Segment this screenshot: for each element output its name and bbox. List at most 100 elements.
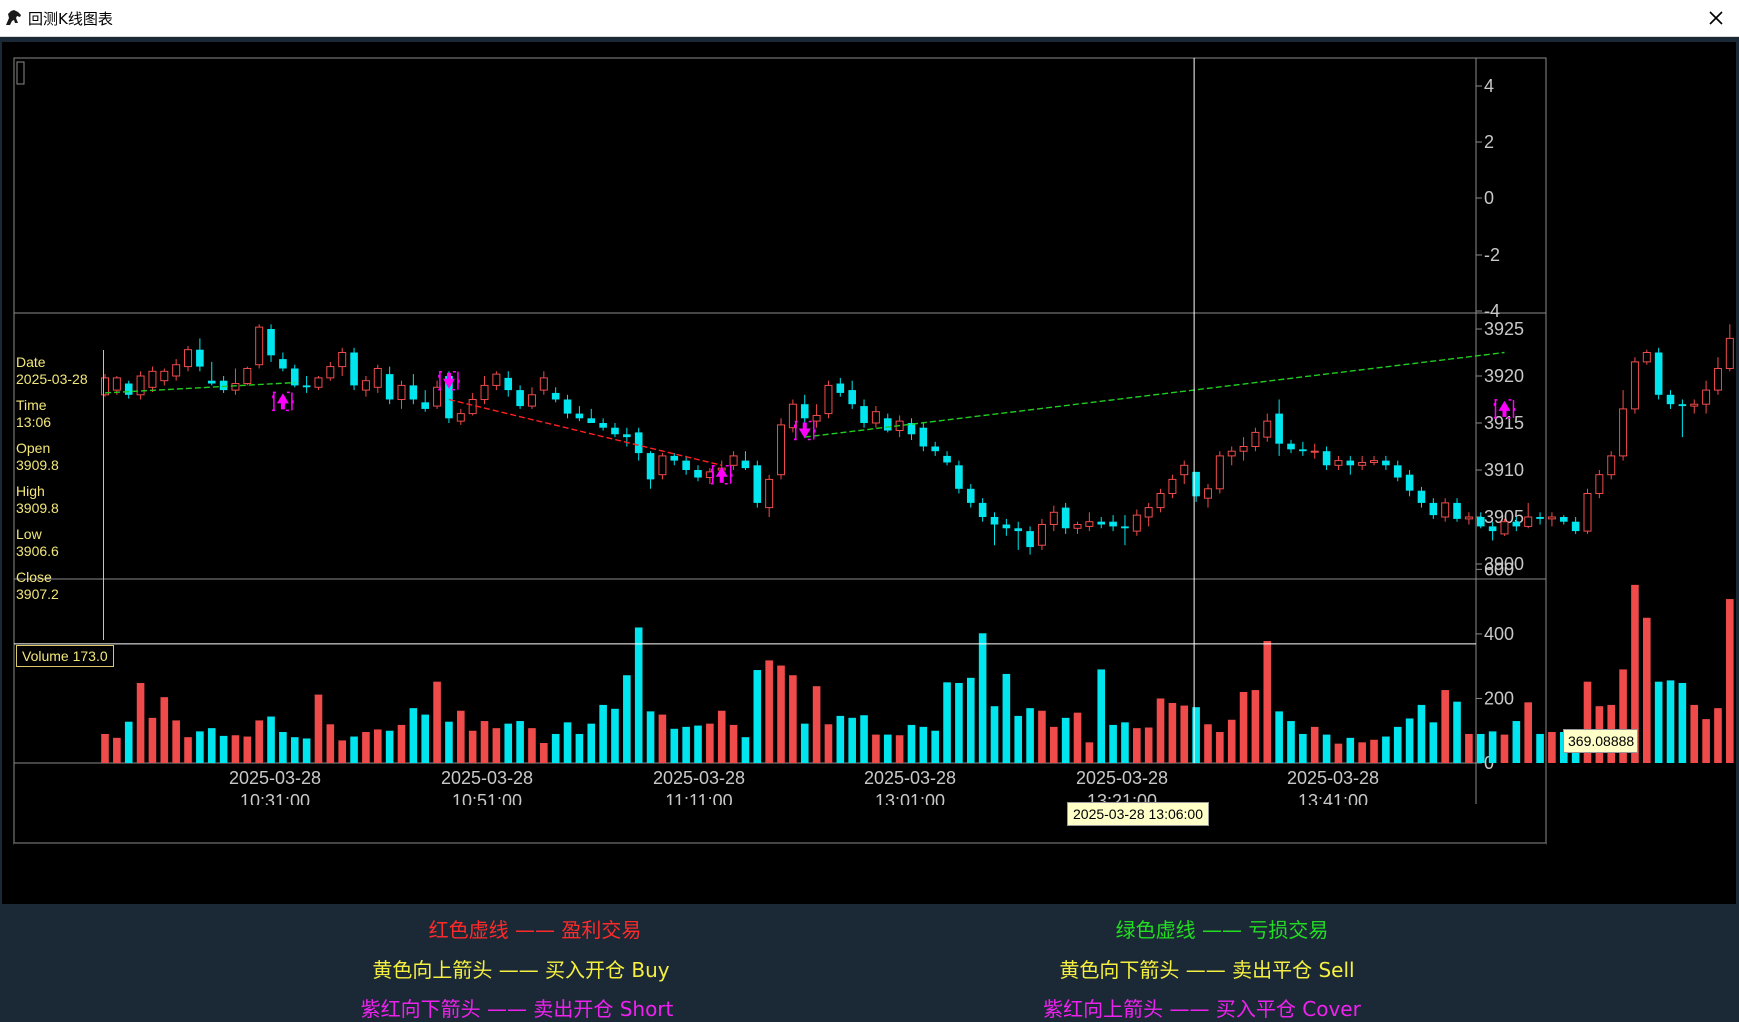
volume-bar xyxy=(196,731,204,763)
candle-body xyxy=(302,385,311,388)
candle-body xyxy=(1026,531,1034,548)
candle xyxy=(1263,413,1272,442)
loss-trade-line xyxy=(104,381,295,394)
candle-body xyxy=(124,383,133,395)
candle-body xyxy=(255,326,264,366)
close-button[interactable] xyxy=(1693,0,1739,36)
candle-body xyxy=(1346,460,1355,466)
candle-body xyxy=(658,455,667,476)
time-label: Time xyxy=(16,397,47,413)
candle-body xyxy=(1488,526,1497,532)
candle xyxy=(172,359,181,381)
candle-body xyxy=(160,370,169,382)
candle xyxy=(575,406,584,422)
candle xyxy=(1619,390,1628,461)
candle xyxy=(1358,455,1367,470)
date-label: Date xyxy=(16,354,46,370)
volume-bar xyxy=(990,706,999,763)
volume-bar xyxy=(883,734,892,763)
volume-bar xyxy=(504,723,513,763)
candle xyxy=(350,347,358,391)
candle-body xyxy=(1275,413,1283,444)
volume-bar xyxy=(943,682,951,763)
volume-bar xyxy=(160,697,169,763)
candle-body xyxy=(1061,507,1070,529)
candle xyxy=(1109,515,1117,532)
volume-bar xyxy=(421,714,430,763)
volume-bar xyxy=(1702,719,1710,763)
volume-bar xyxy=(753,670,762,763)
candle xyxy=(1583,488,1592,534)
volume-bar xyxy=(1488,731,1497,763)
candle xyxy=(836,377,845,397)
volume-bar xyxy=(1393,726,1402,763)
volume-bar xyxy=(1263,641,1272,763)
volume-bar xyxy=(172,720,180,763)
candle xyxy=(1346,455,1355,475)
candle xyxy=(338,347,347,376)
marker-bracket xyxy=(438,370,460,391)
candle-body xyxy=(741,460,750,469)
candle-body xyxy=(1382,460,1390,466)
candle xyxy=(1512,517,1521,532)
candle-body xyxy=(955,465,963,489)
high-label: High xyxy=(16,483,45,499)
price-axis-tick-label: 3900 xyxy=(1484,554,1524,574)
crosshair-time-tooltip: 2025-03-28 13:06:00 xyxy=(1067,802,1209,826)
candle xyxy=(812,404,821,428)
volume-bar xyxy=(1239,692,1248,763)
candle-body xyxy=(1227,450,1236,457)
candle xyxy=(871,406,880,428)
candle-body xyxy=(824,384,833,415)
candle-body xyxy=(848,390,856,405)
ohlc-info-panel: Date 2025-03-28 Time 13:06 Open 3909.8 H… xyxy=(16,350,104,640)
volume-bar xyxy=(966,677,975,763)
candle xyxy=(907,418,916,440)
candle xyxy=(1168,474,1177,499)
candle xyxy=(1192,471,1200,502)
candle-body xyxy=(812,414,821,422)
candle-body xyxy=(1630,361,1639,410)
candle-body xyxy=(1192,471,1200,497)
volume-bar xyxy=(184,737,192,763)
candle-body xyxy=(1429,502,1438,516)
volume-bar xyxy=(729,724,738,763)
candle-body xyxy=(1310,450,1319,453)
candle-body xyxy=(196,349,204,367)
volume-bar xyxy=(1512,721,1521,763)
candle xyxy=(658,453,667,480)
legend-profit: 红色虚线 —— 盈利交易 xyxy=(428,918,642,942)
volume-bar xyxy=(1310,726,1319,763)
volume-bar xyxy=(1346,737,1355,763)
window-titlebar: 回测K线图表 xyxy=(0,0,1739,37)
candle-body xyxy=(445,376,453,419)
volume-bar xyxy=(1583,681,1592,763)
top-axis-tick-label: 0 xyxy=(1484,188,1494,208)
candle xyxy=(1002,518,1011,536)
candle xyxy=(563,394,572,419)
volume-bar xyxy=(219,735,228,763)
volume-bar xyxy=(468,730,477,763)
candle xyxy=(231,368,240,395)
candle-body xyxy=(729,455,738,466)
volume-bar xyxy=(1144,727,1153,763)
candle xyxy=(1287,439,1295,454)
volume-bar xyxy=(860,715,868,763)
candle-body xyxy=(361,380,370,391)
volume-bar xyxy=(457,710,465,763)
volume-bar xyxy=(1358,742,1366,763)
volume-bar xyxy=(113,737,121,763)
chart-area[interactable]: 4 2 0 -2 -4 3925 3920 3915 3910 3905 3900 600 400 2… xyxy=(2,42,1739,904)
volume-bar xyxy=(136,682,145,763)
candle-body xyxy=(1464,516,1473,520)
candle xyxy=(1464,512,1473,525)
volume-bar xyxy=(741,737,750,763)
volume-bar xyxy=(1500,734,1509,763)
candle-body xyxy=(112,377,121,391)
candle-body xyxy=(338,352,347,368)
price-axis-tick-label: 3925 xyxy=(1484,319,1524,339)
candle-body xyxy=(990,517,999,525)
candle xyxy=(1275,399,1283,456)
arrow-up-icon xyxy=(1498,400,1511,417)
